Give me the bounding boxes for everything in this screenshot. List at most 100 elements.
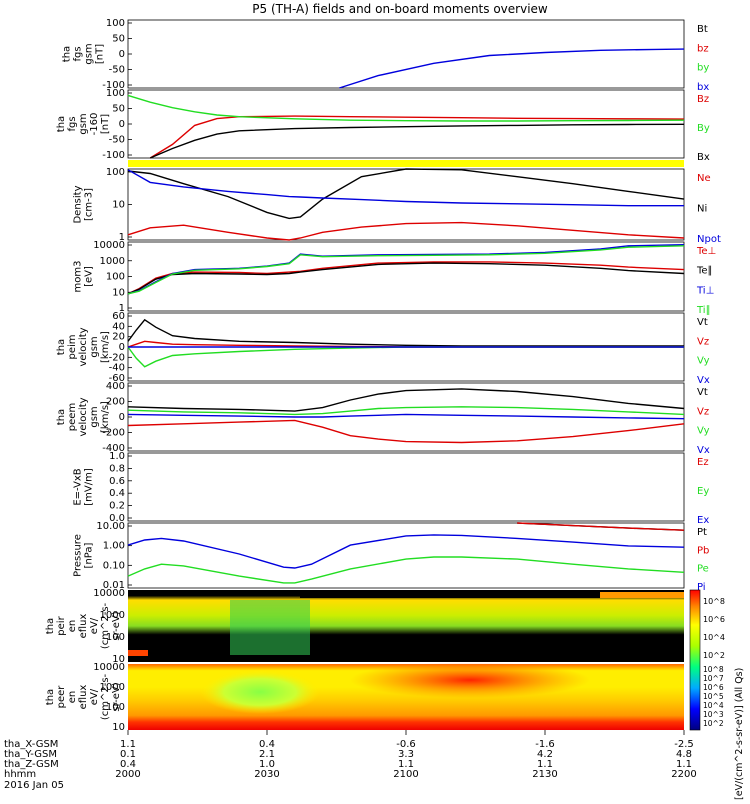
y-tick-label: 1000 <box>100 610 125 621</box>
footer-value: 2030 <box>254 769 279 780</box>
y-axis-label: peem <box>67 403 78 431</box>
y-axis-label: gsm <box>89 336 100 357</box>
peer-low-density-blob <box>200 670 320 714</box>
colorbar-tick-lower: 10^6 <box>703 683 724 692</box>
y-tick-label: 10 <box>112 722 125 733</box>
legend-Pt: Pt <box>697 527 707 538</box>
footer-value: 2000 <box>115 769 140 780</box>
colorbar-scale <box>689 589 701 731</box>
y-tick-label: 60 <box>112 311 125 322</box>
y-tick-label: -100 <box>102 150 125 161</box>
y-tick-label: 10 <box>112 200 125 211</box>
legend-Ey: Ey <box>697 486 709 497</box>
legend-Vt: Vt <box>697 317 708 328</box>
y-axis-label: peim <box>67 334 78 359</box>
colorbar-tick-lower: 10^3 <box>703 710 724 719</box>
colorbar-tick-upper: 10^2 <box>703 651 725 660</box>
series-line-Pe <box>127 556 685 584</box>
y-tick-label: 0.8 <box>109 463 125 474</box>
y-tick-label: 100 <box>106 702 125 713</box>
peir-top-hot-edge <box>600 592 684 598</box>
y-tick-label: 200 <box>106 397 125 408</box>
footer-value: 1.0 <box>259 759 275 770</box>
y-axis-label: [nT] <box>95 44 106 64</box>
series-line-Vt <box>127 388 685 412</box>
footer-ephemeris: tha_X-GSM 1.1 0.4 -0.6 -1.6 -2.5 tha_Y-GSM 0.1 2… <box>4 730 697 791</box>
legend-bx: bx <box>697 82 709 93</box>
footer-value: 2200 <box>671 769 696 780</box>
y-tick-label: 1 <box>119 303 125 314</box>
y-axis-label: mom3 <box>73 261 84 293</box>
y-axis-label: eV/ <box>89 688 100 705</box>
colorbar-tick-lower: 10^5 <box>703 692 724 701</box>
y-tick-label: 0 <box>119 49 125 60</box>
legend-Ti⊥: Ti⊥ <box>696 285 714 296</box>
y-tick-label: 0.10 <box>103 560 125 571</box>
legend-Ez: Ez <box>697 457 709 468</box>
panel-fgs-gsm: 100 50 0 -50 -100 tha fgs gsm [nT] Bt bz by bx <box>62 18 710 93</box>
y-axis-label: (cm^2-s- <box>100 602 111 649</box>
legend-Vz: Vz <box>697 406 709 417</box>
y-tick-label: 100 <box>106 167 125 178</box>
y-tick-label: 100 <box>106 272 125 283</box>
y-axis-label: [eV] <box>84 266 95 287</box>
y-tick-label: -40 <box>109 363 125 374</box>
y-axis-label: sr-eV) <box>111 682 122 711</box>
y-tick-label: 0 <box>119 119 125 130</box>
colorbar: 10^810^610^410^210^810^710^610^510^410^3… <box>689 589 745 800</box>
legend-Vx: Vx <box>697 445 710 456</box>
panel-density: 100 10 1 Density [cm-3] Ne Ni Npot <box>73 167 721 245</box>
y-axis-label: E=-VxB <box>73 468 84 505</box>
y-tick-label: 1.0 <box>109 451 125 462</box>
colorbar-tick-lower: 10^8 <box>703 665 724 674</box>
y-tick-label: 0.0 <box>109 513 125 524</box>
series-line-Te⊥ <box>127 261 685 295</box>
y-axis-label: [mV/m] <box>84 468 95 506</box>
y-tick-label: 10 <box>112 654 125 665</box>
panel-frame <box>127 522 685 589</box>
y-tick-label: 20 <box>112 332 125 343</box>
y-axis-label: eflux <box>78 614 89 639</box>
series-line-Vz <box>127 419 685 444</box>
series-line-Bz <box>149 115 685 159</box>
peir-low-energy-band <box>128 650 148 656</box>
footer-value: -0.6 <box>396 739 416 750</box>
panel-pressure: 10.00 1.00 0.10 0.01 Pressure [nPa] Pt Pb Pe Pi <box>73 521 710 593</box>
y-tick-label: 0.2 <box>109 501 125 512</box>
y-tick-label: 10 <box>112 287 125 298</box>
series-line-By <box>127 94 685 122</box>
y-tick-label: 40 <box>112 321 125 332</box>
footer-value: -1.6 <box>535 739 555 750</box>
legend-Vy: Vy <box>697 426 710 437</box>
footer-value: 2100 <box>393 769 418 780</box>
colorbar-tick-lower: 10^4 <box>703 701 724 710</box>
panel-efield: 1.00.8 0.60.4 0.20.0 E=-VxB [mV/m] Ez Ey Ex <box>73 451 710 526</box>
colorbar-tick-lower: 10^7 <box>703 674 724 683</box>
peer-hot-region <box>350 662 590 698</box>
series-line-Npot <box>127 169 684 207</box>
legend-By: By <box>697 123 710 134</box>
series-line-Bx <box>149 123 685 159</box>
colorbar-tick-upper: 10^6 <box>703 615 725 624</box>
series-line-Ne <box>127 221 685 241</box>
footer-value: 1.1 <box>120 739 136 750</box>
y-tick-label: 0.4 <box>109 488 125 499</box>
y-tick-label: 400 <box>106 381 125 392</box>
y-tick-label: 10000 <box>93 588 125 599</box>
legend-Bz: Bz <box>697 94 709 105</box>
panel-peer-eflux: 10000 1000 100 10 tha peer en eflux eV/(cm^2-s-s… <box>45 662 132 733</box>
footer-value: 0.4 <box>120 759 136 770</box>
y-axis-label: eflux <box>78 685 89 710</box>
y-tick-label: 1000 <box>100 682 125 693</box>
legend-Te⊥: Te⊥ <box>696 246 716 257</box>
panel-peem-velocity: 400 200 0 -200 -400 tha peem velocity gsm [km/s] V… <box>56 381 710 456</box>
footer-value: 2.1 <box>259 749 275 760</box>
y-axis-label: peir <box>56 615 67 635</box>
footer-date: 2016 Jan 05 <box>4 780 64 791</box>
y-axis-label: tha <box>62 46 73 62</box>
legend-Bt: Bt <box>697 24 708 35</box>
series-line-bx <box>339 48 685 89</box>
